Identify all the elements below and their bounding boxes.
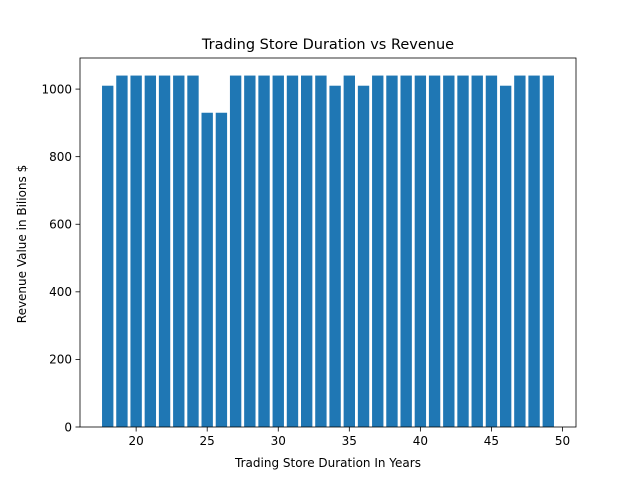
bar-28 (244, 75, 256, 427)
bar-37 (372, 75, 384, 427)
y-tick-label: 400 (49, 285, 72, 299)
x-tick-label: 50 (555, 434, 570, 448)
bar-48 (528, 75, 540, 427)
bar-22 (158, 75, 171, 427)
y-tick-label: 800 (49, 150, 72, 164)
bar-39 (400, 75, 412, 427)
y-axis-label: Revenue Value in Bilions $ (15, 165, 29, 323)
x-tick-label: 40 (413, 434, 428, 448)
bar-23 (173, 75, 185, 427)
bar-35 (343, 75, 355, 427)
bar-46 (499, 85, 512, 428)
bar-42 (443, 75, 455, 427)
y-tick-label: 0 (64, 420, 72, 434)
bar-25 (201, 112, 213, 428)
bar-36 (357, 85, 370, 428)
bar-45 (485, 75, 498, 427)
x-tick-label: 35 (342, 434, 357, 448)
bar-26 (215, 112, 228, 428)
bar-33 (315, 75, 327, 427)
bar-20 (130, 75, 142, 427)
bar-29 (258, 75, 270, 427)
bar-44 (471, 75, 483, 427)
x-tick-label: 30 (271, 434, 286, 448)
bar-34 (329, 85, 341, 428)
bar-18 (102, 85, 114, 428)
x-tick-label: 45 (484, 434, 499, 448)
bar-47 (514, 75, 526, 427)
plot-frame (79, 57, 577, 428)
y-axis-ticks: 0 200 400 600 800 1000 (41, 82, 80, 434)
x-tick-label: 25 (200, 434, 215, 448)
bars-group (102, 75, 554, 428)
bar-27 (229, 75, 242, 427)
bar-30 (272, 75, 284, 427)
bar-32 (301, 75, 313, 427)
x-axis-label: Trading Store Duration In Years (234, 456, 421, 470)
bar-40 (414, 75, 427, 427)
bar-38 (386, 75, 398, 427)
bar-43 (457, 75, 469, 427)
bar-31 (286, 75, 299, 427)
bar-19 (116, 75, 128, 427)
bar-41 (428, 75, 441, 427)
x-axis-ticks: 20 25 30 35 40 45 50 (128, 427, 570, 448)
bar-24 (187, 75, 199, 427)
bar-21 (144, 75, 157, 427)
x-tick-label: 20 (128, 434, 143, 448)
chart-title: Trading Store Duration vs Revenue (201, 37, 454, 53)
y-tick-label: 1000 (41, 82, 72, 96)
y-tick-label: 200 (49, 353, 72, 367)
bar-49 (542, 75, 554, 427)
y-tick-label: 600 (49, 218, 72, 232)
